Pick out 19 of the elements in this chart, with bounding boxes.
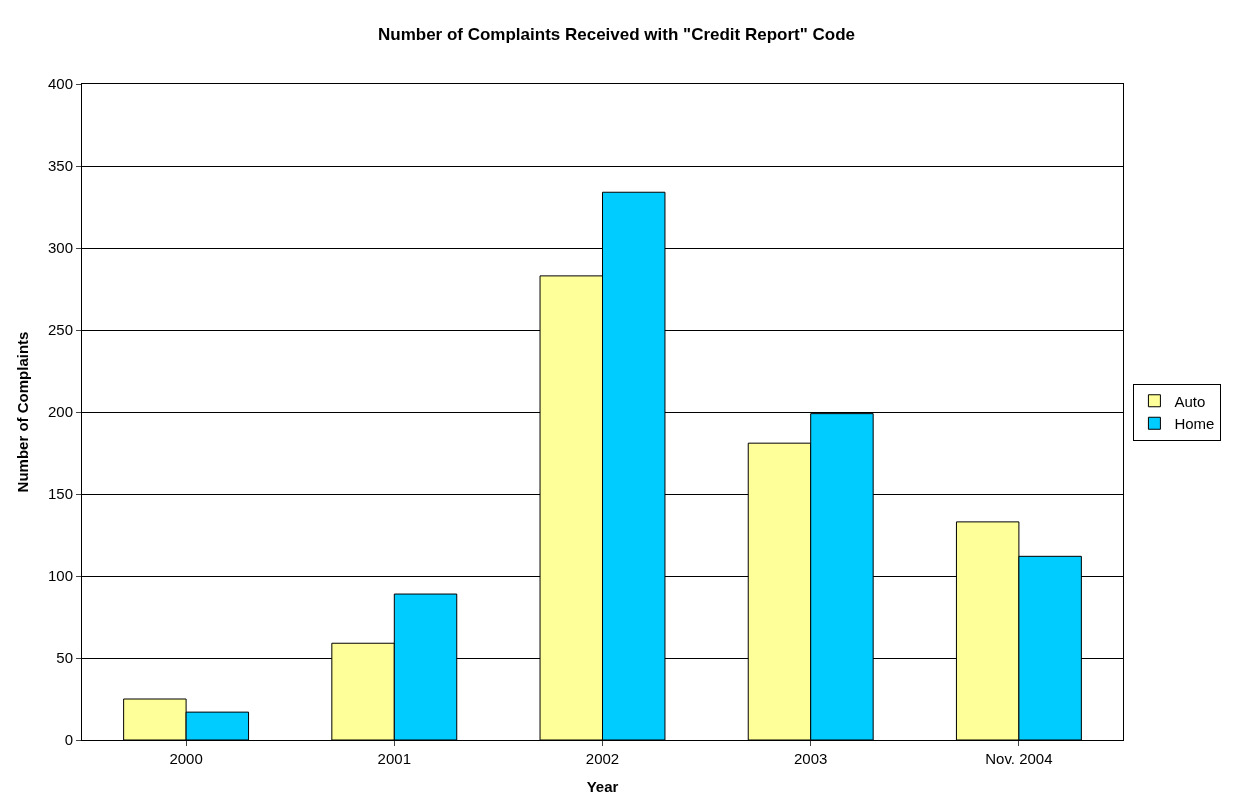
y-tick-label: 400 xyxy=(47,75,73,93)
y-tick-label: 350 xyxy=(47,157,73,175)
y-axis-title: Number of Complaints xyxy=(14,331,32,493)
x-tick-label: 2002 xyxy=(585,750,620,767)
y-tick-label: 0 xyxy=(64,731,73,749)
y-tick-label: 100 xyxy=(47,567,73,585)
x-tick-label: 2000 xyxy=(169,750,203,767)
y-tick-label: 200 xyxy=(47,403,73,421)
chart-title: Number of Complaints Received with "Credit Report" Code xyxy=(377,25,856,45)
x-tick-label: 2001 xyxy=(377,750,411,767)
legend-label: Auto xyxy=(1174,392,1206,410)
y-tick-label: 250 xyxy=(47,321,73,339)
x-axis-title: Year xyxy=(586,778,619,795)
x-tick-label: 2003 xyxy=(794,750,828,767)
y-tick-label: 300 xyxy=(47,239,73,257)
x-tick-label: Nov. 2004 xyxy=(985,750,1053,767)
legend-label: Home xyxy=(1174,415,1215,433)
y-tick-label: 150 xyxy=(47,485,73,503)
y-tick-label: 50 xyxy=(56,649,73,667)
